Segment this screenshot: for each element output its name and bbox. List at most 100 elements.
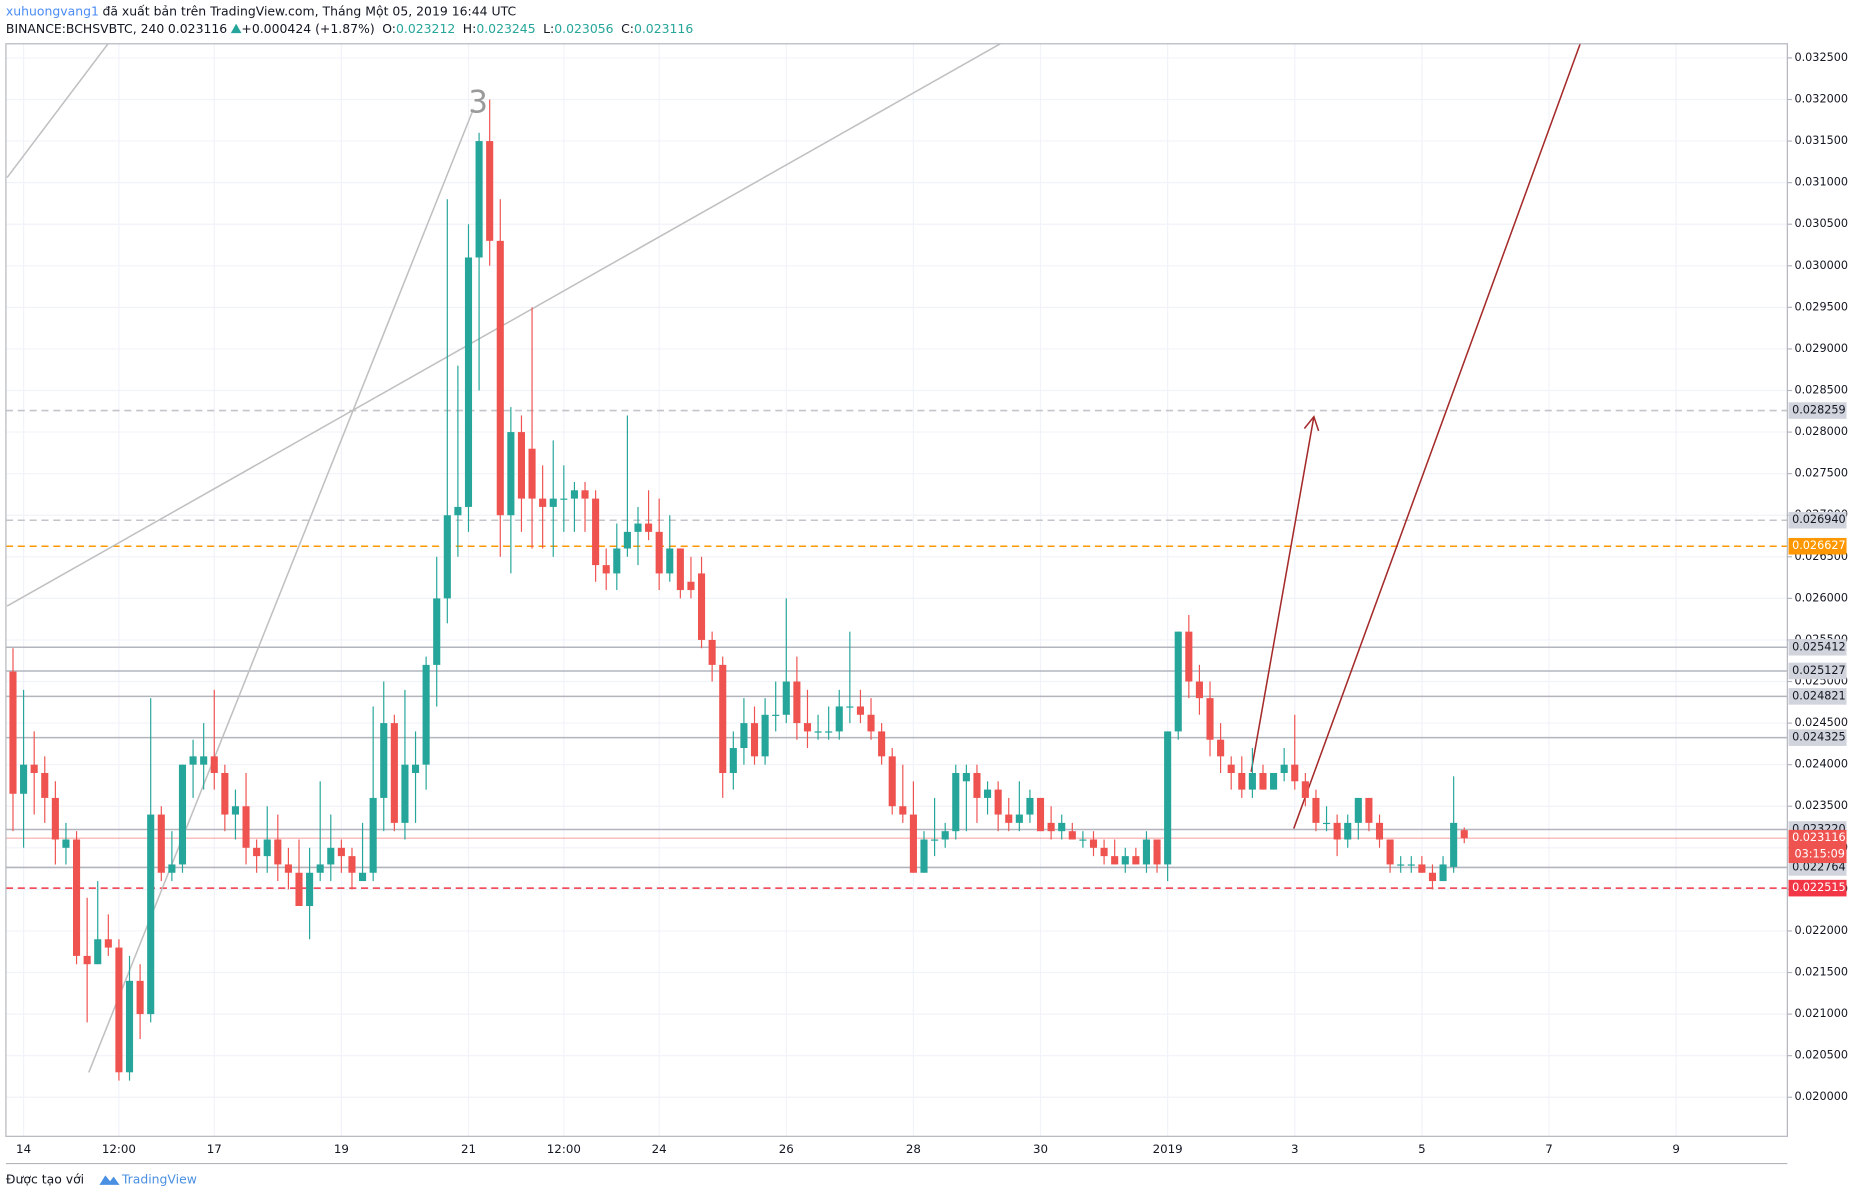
logo-icon[interactable] [99,1175,120,1185]
candle-body [1397,864,1405,866]
candle-body [750,723,759,757]
candle-body [306,872,314,907]
y-tick-label: 0.028500 [1794,384,1848,397]
candle-body [1227,764,1235,773]
candle-body [1238,772,1246,790]
candle-body [1026,797,1034,815]
candle-body [1439,864,1447,882]
x-tick-label: 9 [1672,1142,1680,1156]
candle-body [814,731,822,733]
candle-body [200,756,208,765]
candle-body [1312,797,1320,823]
candle-body [337,847,345,857]
candle-body [115,947,123,1073]
y-tick-label: 0.020000 [1794,1090,1848,1103]
candle-body [888,756,896,807]
candle-body [867,714,875,732]
countdown: 03:15:09 [1794,848,1844,861]
candle-body [1333,822,1341,840]
y-tick-label: 0.032500 [1794,51,1848,64]
y-tick-label: 0.029500 [1794,300,1848,313]
candle-body [295,872,303,907]
candle-body [1142,839,1151,865]
wave-label: 3 [468,85,488,121]
o-key: O: [382,22,396,37]
candle-body [570,490,578,499]
tv-logo[interactable] [99,1175,120,1185]
candle-body [1450,822,1458,867]
author[interactable]: xuhuongvang1 [5,4,99,19]
candle-body [1005,814,1013,823]
y-tick-label: 0.029000 [1794,342,1848,355]
candle-body [613,548,621,574]
y-tick-label: 0.021000 [1794,1007,1848,1020]
candle-body [231,806,239,815]
level-box [1788,859,1847,876]
candle-body [401,764,409,823]
y-tick-label: 0.024000 [1794,758,1848,771]
candle-body [1132,856,1140,865]
level-box [1788,662,1847,680]
h-key: H: [462,22,477,37]
candle-body [51,797,59,840]
up-triangle [230,23,242,34]
candle-body [560,498,568,500]
arrow [1250,416,1315,772]
candle-body [1068,831,1076,840]
x-tick-label: 12:00 [102,1142,136,1156]
candle-body [1248,772,1256,790]
candle-body [454,506,462,516]
candle-body [708,639,716,665]
level-label: 0.024325 [1792,731,1846,744]
candle-body [242,806,250,848]
candle-body [697,573,706,640]
y-tick-label: 0.028000 [1794,425,1848,438]
candle-body [846,706,854,708]
candle-body [62,839,70,848]
level-label: 0.028259 [1792,404,1846,417]
candle-body [30,764,38,773]
footer-brand[interactable]: TradingView [121,1172,197,1187]
y-tick-label: 0.031500 [1794,134,1848,147]
candle-body [952,772,960,832]
candle-body [899,806,907,815]
footer-text: Được tạo với [6,1172,84,1187]
levels [5,409,1788,889]
candle-body [1121,856,1129,865]
candle-body [348,856,356,873]
candle-body [793,681,801,724]
candle-body [20,764,28,794]
candle-body [676,548,684,591]
candle-body [1375,822,1384,840]
candle-body [9,671,17,794]
candle-body [189,756,197,765]
level-box [1788,729,1847,746]
candle-body [1270,772,1278,790]
candle-body [263,839,271,857]
candle-body [1428,872,1437,882]
candle-body [1418,864,1426,873]
candle-body [475,141,483,258]
trend-line [1293,43,1581,829]
candle-body [549,498,557,507]
level-box [1788,511,1847,529]
candle-body [253,847,261,857]
candle-body [1100,847,1108,857]
level-label: 0.025127 [1792,664,1846,677]
l-key: L: [543,22,555,37]
change: +0.000424 (+1.87%) [241,22,375,37]
grid [5,43,1788,1137]
candle-body [1386,839,1394,865]
candle-body [168,864,176,873]
candle-body [380,723,388,798]
level-label: 0.025412 [1792,640,1846,653]
y-tick-label: 0.032000 [1794,93,1848,106]
level-box [1788,688,1847,705]
candle-body [856,706,864,715]
y-tick-label: 0.030500 [1794,217,1848,230]
candle-body [602,565,610,574]
level-box [1788,537,1847,555]
level-label: 0.024821 [1792,689,1846,702]
y-tick-label: 0.022000 [1794,924,1848,937]
candle-body [528,448,536,499]
